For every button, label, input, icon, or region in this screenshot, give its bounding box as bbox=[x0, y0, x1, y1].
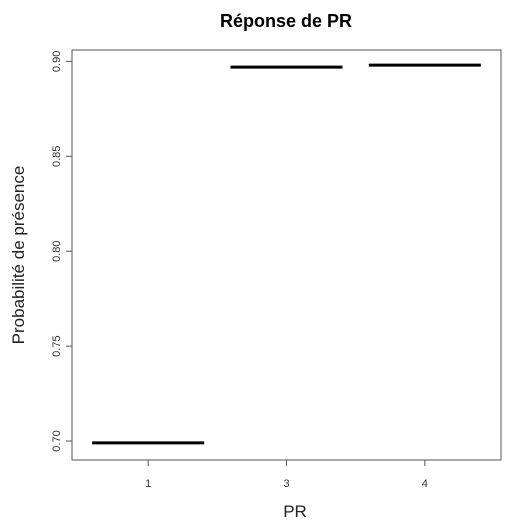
y-tick-label: 0.85 bbox=[51, 146, 63, 167]
data-marks bbox=[92, 63, 481, 445]
chart-title: Réponse de PR bbox=[220, 11, 352, 31]
y-tick-label: 0.80 bbox=[51, 240, 63, 261]
y-tick-label: 0.75 bbox=[51, 335, 63, 356]
plot-frame bbox=[71, 49, 502, 461]
x-tick-label: 3 bbox=[283, 478, 289, 490]
x-tick-label: 4 bbox=[422, 478, 428, 490]
y-tick-label: 0.70 bbox=[51, 430, 63, 451]
x-axis: 1 3 4 bbox=[145, 460, 428, 490]
y-axis: 0.70 0.75 0.80 0.85 0.90 bbox=[51, 51, 72, 452]
x-axis-label: PR bbox=[283, 502, 307, 521]
x-tick-label: 1 bbox=[145, 478, 151, 490]
y-axis-label: Probabilité de présence bbox=[9, 166, 28, 345]
y-tick-label: 0.90 bbox=[51, 51, 63, 72]
